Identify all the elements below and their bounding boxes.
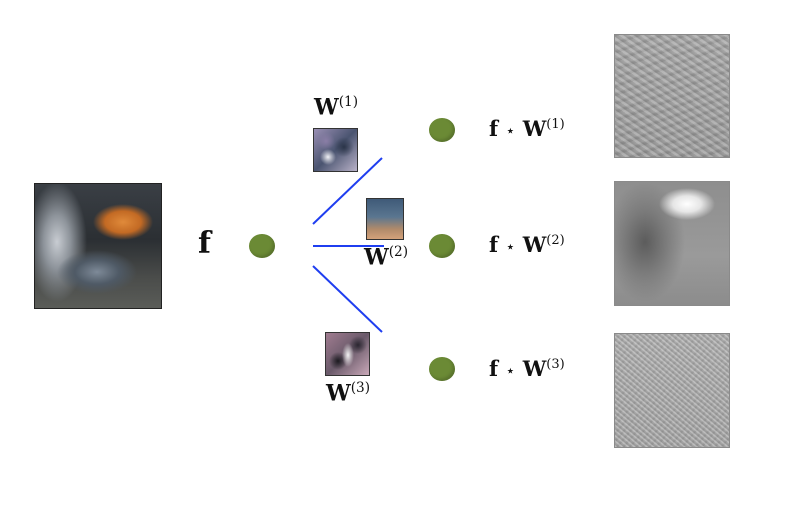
output-formula-3: f ⋆ W(3): [489, 356, 565, 381]
input-image: [34, 183, 162, 309]
edge-1: [312, 157, 383, 225]
input-label: f: [198, 226, 211, 261]
filter-image-2: [366, 198, 404, 240]
output-map-2: [614, 181, 730, 306]
output-node-2: [429, 234, 455, 258]
output-map-1: [614, 34, 730, 158]
output-map-3: [614, 333, 730, 448]
filter-label-1: W(1): [314, 94, 359, 121]
edge-3: [312, 265, 383, 333]
output-formula-2: f ⋆ W(2): [489, 232, 565, 257]
output-formula-1: f ⋆ W(1): [489, 116, 565, 141]
output-node-3: [429, 357, 455, 381]
filter-image-1: [313, 128, 358, 172]
output-node-1: [429, 118, 455, 142]
filter-label-2: W(2): [364, 244, 409, 271]
filter-image-3: [325, 332, 370, 376]
filter-label-3: W(3): [326, 380, 371, 407]
input-node: [249, 234, 275, 258]
